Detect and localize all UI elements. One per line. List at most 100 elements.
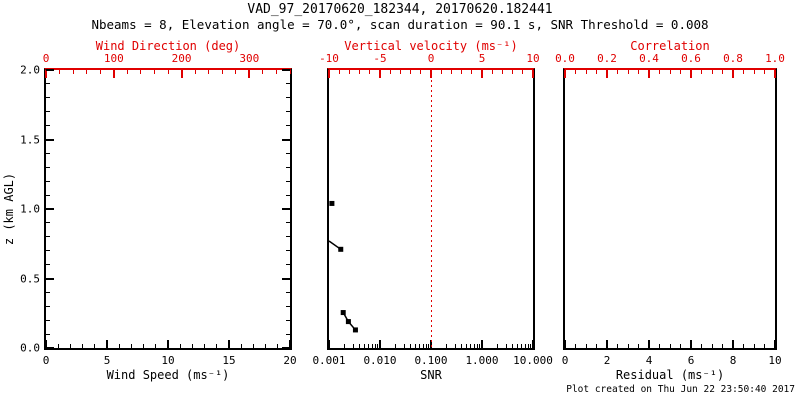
bottom-minor-tick bbox=[527, 344, 529, 348]
top-tick-label: 0.6 bbox=[681, 52, 701, 65]
bottom-minor-tick bbox=[252, 344, 254, 348]
top-minor-tick bbox=[410, 70, 412, 74]
top-minor-tick bbox=[596, 70, 597, 74]
bottom-major-tick bbox=[289, 340, 291, 348]
y-tick-label: 2.0 bbox=[20, 63, 40, 77]
top-minor-tick bbox=[72, 70, 74, 74]
y-tick-label: 1.5 bbox=[20, 133, 40, 146]
y-minor-tick-right bbox=[286, 319, 290, 321]
top-tick-label: 0.2 bbox=[597, 52, 617, 65]
top-tick-label: 0 bbox=[427, 52, 435, 65]
bottom-minor-tick bbox=[466, 344, 468, 348]
bottom-minor-tick bbox=[669, 344, 671, 348]
y-minor-tick-left bbox=[46, 111, 50, 113]
bottom-tick-label: 8 bbox=[729, 354, 737, 367]
top-major-tick bbox=[45, 70, 47, 78]
y-minor-tick-left bbox=[46, 236, 50, 238]
y-minor-tick-right bbox=[286, 166, 290, 168]
bottom-minor-tick bbox=[473, 344, 475, 348]
top-minor-tick bbox=[221, 70, 223, 74]
data-point-marker bbox=[352, 327, 358, 333]
y-minor-tick-left bbox=[46, 125, 50, 127]
top-minor-tick bbox=[471, 70, 473, 74]
bottom-major-tick bbox=[532, 340, 534, 348]
bottom-tick-label: 10 bbox=[768, 354, 782, 367]
y-minor-tick-left bbox=[46, 166, 50, 168]
data-point-marker bbox=[338, 246, 344, 252]
bottom-minor-tick bbox=[701, 344, 702, 348]
top-minor-tick bbox=[450, 70, 452, 74]
bottom-minor-tick bbox=[596, 344, 597, 348]
bottom-minor-tick bbox=[374, 344, 376, 348]
top-major-tick bbox=[564, 70, 566, 78]
top-minor-tick bbox=[208, 70, 210, 74]
top-minor-tick bbox=[420, 70, 422, 74]
top-tick-label: 0 bbox=[42, 52, 50, 65]
residual-axis-title: Residual (ms⁻¹) bbox=[615, 368, 725, 382]
bottom-minor-tick bbox=[277, 344, 279, 348]
top-major-tick bbox=[732, 70, 734, 78]
bottom-minor-tick bbox=[722, 344, 723, 348]
bottom-minor-tick bbox=[659, 344, 660, 348]
bottom-minor-tick bbox=[476, 344, 478, 348]
top-major-tick bbox=[328, 70, 330, 78]
bottom-tick-label: 5 bbox=[103, 354, 111, 367]
bottom-major-tick bbox=[167, 340, 169, 348]
top-minor-tick bbox=[126, 70, 128, 74]
top-minor-tick bbox=[753, 70, 755, 74]
top-minor-tick bbox=[440, 70, 442, 74]
bottom-minor-tick bbox=[118, 344, 120, 348]
y-major-tick-right bbox=[282, 138, 290, 141]
y-minor-tick-left bbox=[46, 291, 50, 293]
bottom-tick-label: 0.010 bbox=[363, 354, 397, 367]
y-minor-tick-right bbox=[286, 83, 290, 85]
top-minor-tick bbox=[99, 70, 101, 74]
zero-velocity-reference-line bbox=[430, 70, 432, 348]
bottom-minor-tick bbox=[585, 344, 587, 348]
y-minor-tick-left bbox=[46, 180, 50, 182]
bottom-minor-tick bbox=[470, 344, 472, 348]
top-minor-tick bbox=[617, 70, 618, 74]
top-minor-tick bbox=[348, 70, 350, 74]
top-major-tick bbox=[532, 70, 534, 78]
bottom-minor-tick bbox=[743, 344, 744, 348]
snr-profile-overlay bbox=[328, 200, 358, 333]
top-minor-tick bbox=[59, 70, 61, 74]
y-minor-tick-right bbox=[286, 125, 290, 127]
bottom-major-tick bbox=[45, 340, 47, 348]
top-minor-tick bbox=[359, 70, 361, 74]
top-minor-tick bbox=[764, 70, 765, 74]
y-minor-tick-right bbox=[286, 111, 290, 113]
top-minor-tick bbox=[399, 70, 401, 74]
bottom-minor-tick bbox=[524, 344, 526, 348]
y-minor-tick-right bbox=[286, 97, 290, 99]
top-minor-tick bbox=[722, 70, 723, 74]
top-tick-label: 300 bbox=[239, 52, 260, 65]
top-minor-tick bbox=[743, 70, 744, 74]
top-minor-tick bbox=[262, 70, 264, 74]
y-minor-tick-right bbox=[286, 180, 290, 182]
bottom-major-tick bbox=[690, 340, 692, 348]
top-tick-label: 5 bbox=[478, 52, 486, 65]
bottom-minor-tick bbox=[638, 344, 639, 348]
bottom-major-tick bbox=[606, 340, 608, 348]
top-minor-tick bbox=[86, 70, 88, 74]
bottom-minor-tick bbox=[627, 344, 629, 348]
top-minor-tick bbox=[669, 70, 671, 74]
bottom-tick-label: 10 bbox=[161, 354, 175, 367]
top-major-tick bbox=[248, 70, 251, 78]
wind-direction-axis-title: Wind Direction (deg) bbox=[95, 39, 241, 53]
bottom-minor-tick bbox=[617, 344, 618, 348]
bottom-minor-tick bbox=[69, 344, 71, 348]
y-minor-tick-left bbox=[46, 222, 50, 224]
bottom-tick-label: 0 bbox=[561, 354, 569, 367]
top-major-tick bbox=[774, 70, 776, 78]
residual-panel bbox=[563, 68, 777, 350]
top-tick-label: -5 bbox=[373, 52, 387, 65]
top-minor-tick bbox=[140, 70, 142, 74]
bottom-major-tick bbox=[228, 340, 230, 348]
top-minor-tick bbox=[491, 70, 493, 74]
bottom-minor-tick bbox=[454, 344, 456, 348]
bottom-tick-label: 6 bbox=[687, 354, 695, 367]
y-major-tick-right bbox=[282, 208, 290, 210]
